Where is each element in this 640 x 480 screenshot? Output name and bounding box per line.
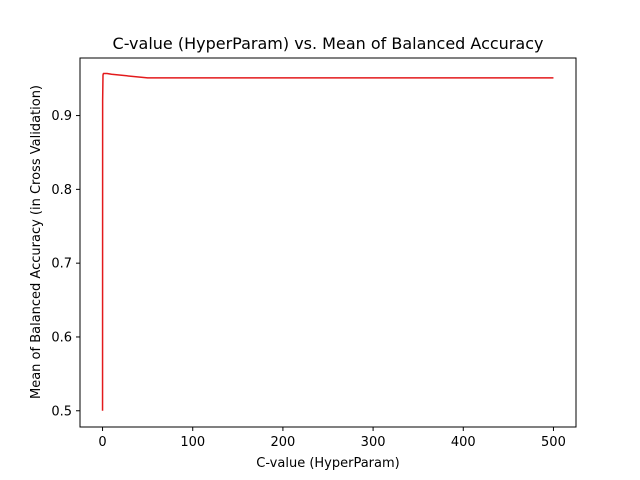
x-tick-label: 100: [180, 435, 205, 450]
x-tick-label: 300: [361, 435, 386, 450]
series-line-0: [101, 72, 554, 411]
y-tick-label: 0.9: [51, 109, 72, 124]
plot-area: 0 100 200 300 400 500 0.5 0.6 0.7 0.8 0.9: [51, 57, 577, 450]
x-tick-label: 400: [451, 435, 476, 450]
chart-title: C-value (HyperParam) vs. Mean of Balance…: [113, 34, 544, 53]
axes-frame: [79, 57, 577, 428]
x-axis-label: C-value (HyperParam): [256, 456, 399, 471]
x-tick-label: 200: [270, 435, 295, 450]
x-tick-label: 0: [98, 435, 106, 450]
y-tick-label: 0.5: [51, 404, 72, 419]
y-axis-label: Mean of Balanced Accuracy (in Cross Vali…: [29, 85, 44, 399]
y-tick-label: 0.6: [51, 330, 72, 345]
x-tick-label: 500: [541, 435, 566, 450]
y-tick-label: 0.8: [51, 183, 72, 198]
y-tick-label: 0.7: [51, 257, 72, 272]
